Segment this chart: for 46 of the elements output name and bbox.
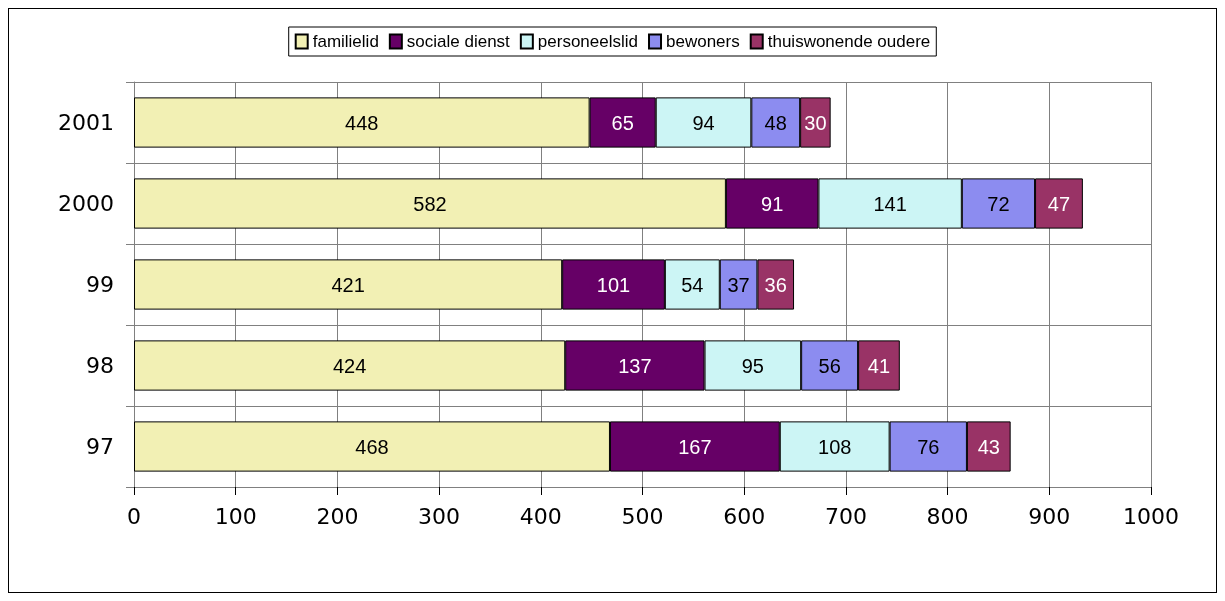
- data-label: 30: [804, 111, 827, 134]
- data-label: 424: [332, 354, 367, 377]
- data-label: 95: [741, 354, 764, 377]
- legend-label: thuiswonende oudere: [767, 32, 931, 51]
- data-label: 72: [987, 192, 1010, 215]
- y-tick-label: 99: [86, 272, 114, 297]
- y-tick-label: 2001: [58, 110, 114, 135]
- data-label: 65: [611, 111, 634, 134]
- y-tick-label: 2000: [58, 191, 114, 216]
- x-tick-label: 400: [519, 503, 562, 529]
- y-tick-label: 97: [86, 434, 114, 459]
- data-label: 48: [764, 111, 787, 134]
- data-label: 137: [618, 354, 652, 377]
- legend-label: personeelslid: [537, 32, 639, 51]
- x-tick-label: 1000: [1123, 503, 1179, 529]
- data-label: 421: [331, 273, 365, 296]
- x-tick-label: 0: [127, 503, 141, 529]
- data-label: 582: [413, 192, 447, 215]
- data-label: 91: [761, 192, 784, 215]
- data-label: 101: [596, 273, 631, 296]
- x-tick-label: 200: [316, 503, 359, 529]
- x-tick-label: 800: [926, 503, 969, 529]
- legend-label: sociale dienst: [406, 32, 511, 51]
- data-label: 36: [764, 273, 787, 296]
- x-tick-label: 300: [418, 503, 461, 529]
- data-label: 167: [678, 435, 712, 458]
- data-label: 54: [681, 273, 704, 296]
- legend-label: bewoners: [666, 32, 740, 51]
- x-tick-label: 100: [214, 503, 257, 529]
- x-tick-label: 500: [621, 503, 664, 529]
- y-tick-label: 98: [86, 353, 114, 378]
- data-label: 76: [917, 435, 940, 458]
- x-tick-label: 700: [824, 503, 867, 529]
- data-label: 43: [977, 435, 1000, 458]
- data-label: 94: [692, 111, 715, 134]
- x-tick-label: 900: [1028, 503, 1071, 529]
- data-label: 56: [818, 354, 841, 377]
- x-tick-label: 600: [723, 503, 766, 529]
- data-label: 37: [727, 273, 750, 296]
- data-label: 468: [355, 435, 389, 458]
- data-label: 47: [1047, 192, 1071, 215]
- data-label: 41: [867, 354, 891, 377]
- data-label: 448: [345, 111, 379, 134]
- data-label: 108: [818, 435, 852, 458]
- data-label: 141: [873, 192, 907, 215]
- legend-label: familielid: [312, 32, 379, 51]
